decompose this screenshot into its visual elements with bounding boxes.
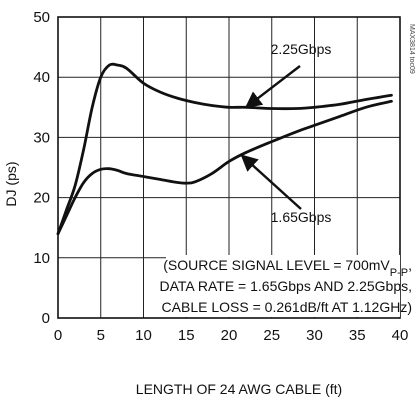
note-background	[166, 255, 400, 317]
note-line-1-subscript: P-P	[390, 267, 408, 279]
series-arrow-0	[244, 65, 301, 109]
series-label-1: 1.65Gbps	[271, 209, 332, 225]
plot-border	[57, 16, 401, 319]
y-tick-label-30: 30	[33, 129, 50, 146]
plot-frame	[57, 16, 401, 319]
series-arrow-1	[240, 154, 302, 210]
y-tick-label-20: 20	[33, 190, 50, 207]
y-tick-label-0: 0	[42, 310, 50, 327]
y-tick-label-50: 50	[33, 9, 50, 26]
x-tick-label-25: 25	[263, 327, 280, 344]
watermark: MAX3814 toc09	[408, 24, 415, 74]
x-tick-label-40: 40	[392, 327, 409, 344]
y-tick-label-10: 10	[33, 250, 50, 267]
x-tick-label-30: 30	[306, 327, 323, 344]
grid	[57, 16, 401, 319]
annotations: 2.25Gbps 1.65Gbps	[166, 41, 400, 317]
y-axis-label: DJ (ps)	[3, 161, 19, 206]
y-tick-label-40: 40	[33, 69, 50, 86]
note-line-3: CABLE LOSS = 0.261dB/ft AT 1.12GHz)	[162, 299, 412, 315]
x-tick-label-20: 20	[221, 327, 238, 344]
series-line-0	[56, 62, 393, 236]
x-tick-label-35: 35	[349, 327, 366, 344]
x-tick-label-0: 0	[54, 327, 62, 344]
series-group	[56, 62, 393, 236]
note-line-1-main: (SOURCE SIGNAL LEVEL = 700mV	[163, 257, 390, 273]
series-label-0: 2.25Gbps	[271, 41, 332, 57]
note-line-1: (SOURCE SIGNAL LEVEL = 700mVP-P,	[163, 257, 412, 279]
x-axis-label: LENGTH OF 24 AWG CABLE (ft)	[136, 381, 342, 397]
x-tick-label-5: 5	[97, 327, 105, 344]
note-line-1-comma: ,	[408, 257, 412, 273]
note-line-2: DATA RATE = 1.65Gbps AND 2.25Gbps,	[159, 278, 412, 294]
tick-labels: 0 5 10 15 20 25 30 35 40 0 10 20 30 40 50	[33, 9, 408, 344]
x-tick-label-15: 15	[178, 327, 195, 344]
x-tick-label-10: 10	[135, 327, 152, 344]
series-line-1	[56, 99, 393, 236]
